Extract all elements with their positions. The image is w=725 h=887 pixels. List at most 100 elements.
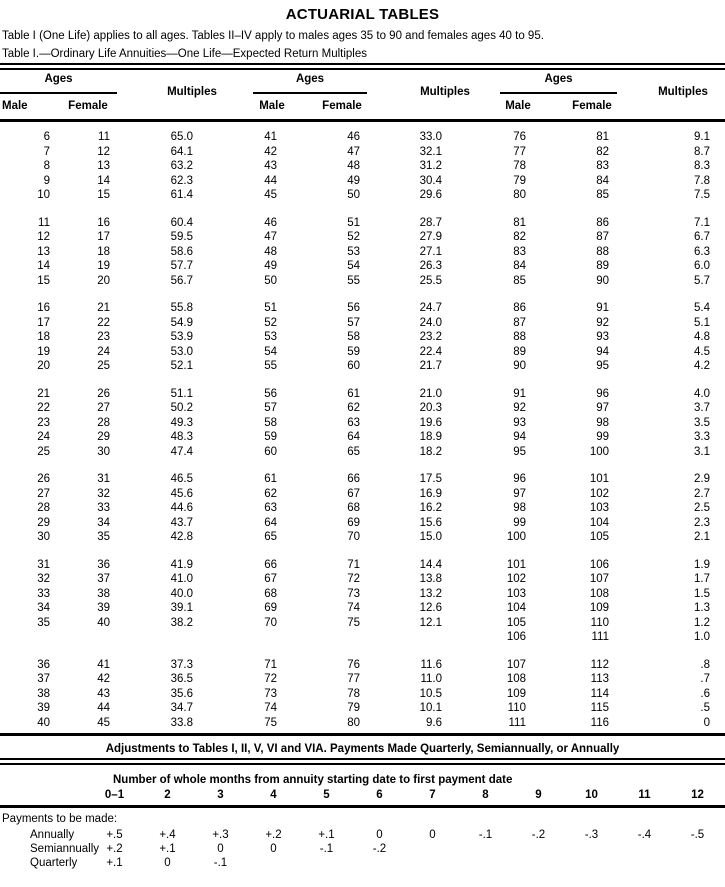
table-cell: 88 bbox=[513, 331, 526, 343]
table-cell: 84 bbox=[513, 260, 526, 272]
table-cell: 95 bbox=[513, 445, 526, 458]
table-cell: 17.5 bbox=[419, 473, 442, 485]
table-row: 106 111 1.0 bbox=[0, 630, 725, 645]
table-cell: 23 bbox=[97, 331, 110, 343]
table-cell: 54.9 bbox=[170, 316, 193, 329]
table-cell: 58 bbox=[347, 331, 360, 343]
table-cell: 83 bbox=[596, 160, 609, 172]
table-cell: 66 bbox=[264, 558, 277, 571]
adjustment-value: 0 bbox=[217, 843, 224, 855]
table-cell: 70 bbox=[264, 616, 277, 629]
adjustments-title: Adjustments to Tables I, II, V, VI and V… bbox=[105, 743, 620, 755]
adjustment-value bbox=[406, 842, 459, 856]
table-cell: 90 bbox=[596, 274, 609, 287]
table-cell: 53 bbox=[347, 245, 360, 258]
table-cell: 42 bbox=[264, 145, 277, 158]
table-row: 38 43 35.6 73 78 10.5 109 114 .6 bbox=[0, 687, 725, 702]
month-column-header: 8 bbox=[482, 789, 489, 801]
adjustment-value: -.4 bbox=[637, 829, 652, 841]
table-cell: 76 bbox=[347, 658, 360, 671]
table-cell: 47.4 bbox=[170, 445, 193, 458]
table-cell: 96 bbox=[596, 387, 609, 400]
table-cell: 11 bbox=[38, 216, 50, 229]
table-cell: 87 bbox=[513, 316, 526, 329]
table-cell: 46 bbox=[347, 131, 360, 143]
table-cell: 43.7 bbox=[170, 516, 193, 529]
adjustment-value: +.2 bbox=[106, 843, 123, 855]
table-cell: 55.8 bbox=[170, 302, 193, 314]
table-cell: 63 bbox=[264, 502, 277, 514]
adjustment-value bbox=[565, 856, 618, 870]
table-cell: 36 bbox=[37, 658, 50, 671]
table-cell: 81 bbox=[596, 131, 609, 143]
adjustment-value: -.1 bbox=[213, 857, 228, 869]
table-cell: 2.7 bbox=[694, 487, 710, 500]
table-cell: 9 bbox=[43, 174, 50, 187]
table-cell: 97 bbox=[513, 487, 526, 500]
table-cell: 30.4 bbox=[419, 174, 442, 187]
table-row: 24 29 48.3 59 64 18.9 94 99 3.3 bbox=[0, 430, 725, 445]
table-cell: .7 bbox=[700, 673, 710, 685]
table-cell: 34.7 bbox=[170, 702, 193, 714]
table-cell: 33.0 bbox=[419, 131, 442, 143]
table-cell: 39 bbox=[37, 702, 50, 714]
adjustment-value bbox=[459, 842, 512, 856]
table-cell: 3.3 bbox=[694, 431, 710, 443]
table-cell: 93 bbox=[596, 331, 609, 343]
table-cell: 24 bbox=[37, 431, 50, 443]
table-cell: 50 bbox=[347, 189, 360, 201]
table-cell: 15 bbox=[37, 274, 50, 287]
table-row: 9 14 62.3 44 49 30.4 79 84 7.8 bbox=[0, 174, 725, 189]
table-cell: 44 bbox=[264, 174, 277, 187]
table-row: 31 36 41.9 66 71 14.4 101 106 1.9 bbox=[0, 545, 725, 573]
table-cell: 97 bbox=[596, 402, 609, 414]
table-row: 15 20 56.7 50 55 25.5 85 90 5.7 bbox=[0, 274, 725, 289]
table-cell: 37 bbox=[37, 673, 50, 685]
table-cell: 4.5 bbox=[694, 345, 710, 358]
top-double-rule bbox=[0, 63, 725, 70]
table-row: 21 26 51.1 56 61 21.0 91 96 4.0 bbox=[0, 374, 725, 402]
table-cell: 1.3 bbox=[694, 602, 710, 614]
adjustment-value bbox=[671, 842, 724, 856]
table-cell: 50 bbox=[264, 274, 277, 287]
table-cell: 25 bbox=[97, 360, 110, 372]
table-cell: 4.2 bbox=[694, 360, 710, 372]
table-cell: 42.8 bbox=[170, 531, 193, 543]
table-cell: 69 bbox=[347, 516, 360, 529]
table-row: 36 41 37.3 71 76 11.6 107 112 .8 bbox=[0, 645, 725, 673]
table-row: 35 40 38.2 70 75 12.1 105 110 1.2 bbox=[0, 616, 725, 631]
table-cell: 98 bbox=[596, 416, 609, 429]
table-cell: 82 bbox=[513, 231, 526, 243]
table-cell: 56 bbox=[347, 302, 360, 314]
table-cell: 100 bbox=[589, 445, 609, 458]
table-cell: 29 bbox=[37, 516, 50, 529]
ages-header: Ages bbox=[44, 73, 73, 85]
table-cell: 89 bbox=[596, 260, 609, 272]
ages-header: Ages bbox=[544, 73, 573, 85]
table-cell: 111 bbox=[508, 716, 526, 729]
table-cell: 15.0 bbox=[419, 531, 442, 543]
table-cell: 73 bbox=[347, 587, 360, 600]
table-cell: .6 bbox=[700, 687, 710, 700]
table-cell: 75 bbox=[347, 616, 360, 629]
table-cell: 50.2 bbox=[170, 402, 193, 414]
table-cell: 30 bbox=[37, 531, 50, 543]
month-column-header: 2 bbox=[164, 789, 171, 801]
table-cell: 49 bbox=[347, 174, 360, 187]
multiples-header: Multiples bbox=[167, 86, 217, 98]
table-cell: 40 bbox=[97, 616, 110, 629]
table-cell: 63 bbox=[347, 416, 360, 429]
table-cell: 109 bbox=[506, 687, 526, 700]
ages-underline bbox=[253, 92, 367, 94]
table-cell: 115 bbox=[590, 702, 609, 714]
table-cell: 22 bbox=[97, 316, 110, 329]
table-cell: 39 bbox=[97, 602, 110, 614]
table-cell: 81 bbox=[513, 216, 526, 229]
month-column-header: 10 bbox=[585, 789, 598, 801]
table-cell: 38 bbox=[37, 687, 50, 700]
table-cell: 36 bbox=[97, 558, 110, 571]
table-cell: 74 bbox=[347, 602, 360, 614]
table-row: 23 28 49.3 58 63 19.6 93 98 3.5 bbox=[0, 416, 725, 431]
intro-text: Table I (One Life) applies to all ages. … bbox=[2, 30, 544, 42]
table-cell: 108 bbox=[506, 673, 526, 685]
